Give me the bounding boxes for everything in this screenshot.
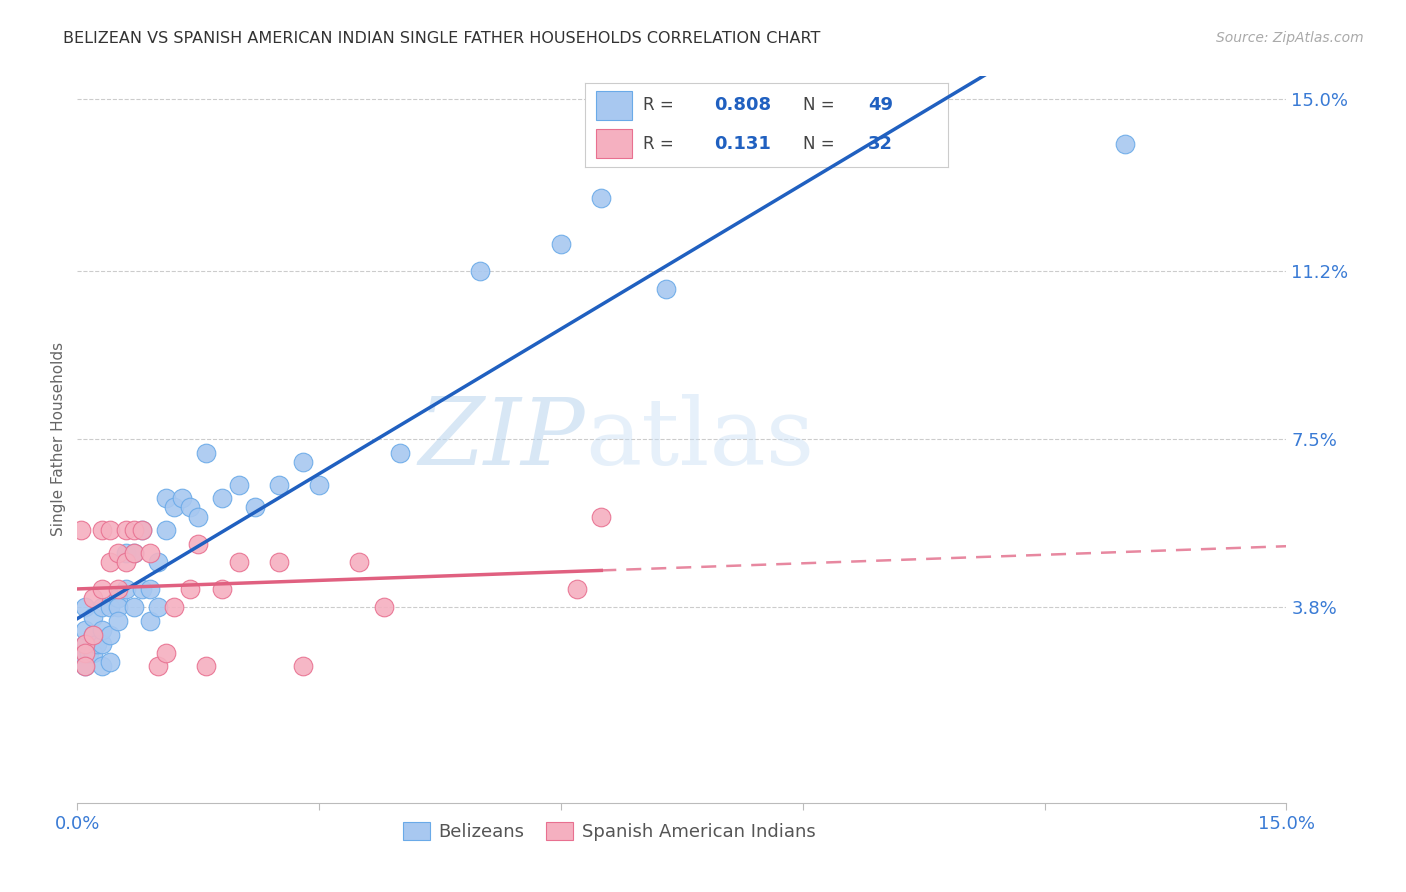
Point (122, 546, 145, 560)
Point (139, 614, 162, 628)
Point (75, 637, 97, 651)
Legend: Belizeans, Spanish American Indians: Belizeans, Spanish American Indians (395, 814, 824, 848)
Point (114, 555, 136, 569)
Y-axis label: Single Father Households: Single Father Households (51, 343, 66, 536)
Point (107, 614, 129, 628)
Point (373, 600, 395, 615)
Text: atlas: atlas (585, 394, 814, 484)
Point (114, 546, 136, 560)
Point (591, 509, 613, 524)
Point (122, 523, 145, 537)
Point (388, 446, 411, 460)
Point (565, 582, 588, 597)
Point (107, 582, 129, 597)
Point (267, 477, 290, 491)
Text: BELIZEAN VS SPANISH AMERICAN INDIAN SINGLE FATHER HOUSEHOLDS CORRELATION CHART: BELIZEAN VS SPANISH AMERICAN INDIAN SING… (63, 31, 821, 46)
Point (98, 555, 121, 569)
Point (98, 523, 121, 537)
Point (114, 523, 136, 537)
Point (163, 500, 186, 515)
Point (122, 546, 145, 560)
Point (591, 192, 613, 206)
Point (70, 523, 93, 537)
Point (90, 637, 112, 651)
Point (292, 455, 315, 469)
Point (131, 523, 153, 537)
Point (90, 623, 112, 637)
Point (131, 523, 153, 537)
Point (75, 646, 97, 660)
Point (75, 659, 97, 673)
Point (82, 591, 104, 606)
Point (308, 477, 330, 491)
Point (187, 537, 209, 551)
Point (155, 491, 177, 506)
Point (90, 582, 112, 597)
Point (155, 646, 177, 660)
Point (146, 555, 169, 569)
Point (349, 555, 371, 569)
Point (1114, 136, 1136, 151)
Point (228, 477, 250, 491)
Point (90, 659, 112, 673)
Point (75, 659, 97, 673)
Point (82, 628, 104, 642)
Point (82, 609, 104, 624)
Point (292, 659, 315, 673)
Point (195, 659, 218, 673)
Point (82, 628, 104, 642)
Point (267, 555, 290, 569)
Point (550, 236, 572, 251)
Point (114, 582, 136, 597)
Point (243, 500, 266, 515)
Point (470, 264, 492, 278)
Point (75, 623, 97, 637)
Point (98, 600, 121, 615)
Point (211, 582, 233, 597)
Point (79, 646, 101, 660)
Point (172, 491, 194, 506)
Point (155, 523, 177, 537)
Point (139, 582, 162, 597)
Point (655, 282, 678, 296)
Text: Source: ZipAtlas.com: Source: ZipAtlas.com (1216, 31, 1364, 45)
Point (187, 509, 209, 524)
Point (90, 523, 112, 537)
Point (75, 600, 97, 615)
Point (146, 659, 169, 673)
Point (107, 591, 129, 606)
Point (211, 491, 233, 506)
Point (179, 500, 201, 515)
Point (107, 546, 129, 560)
Point (195, 446, 218, 460)
Point (90, 600, 112, 615)
Point (163, 600, 186, 615)
Point (131, 582, 153, 597)
Text: ZIP: ZIP (419, 394, 585, 484)
Point (107, 600, 129, 615)
Point (98, 655, 121, 669)
Point (146, 600, 169, 615)
Point (122, 600, 145, 615)
Point (179, 582, 201, 597)
Point (228, 555, 250, 569)
Point (75, 637, 97, 651)
Point (98, 628, 121, 642)
Point (70, 646, 93, 660)
Point (139, 546, 162, 560)
Point (86, 637, 108, 651)
Point (82, 646, 104, 660)
